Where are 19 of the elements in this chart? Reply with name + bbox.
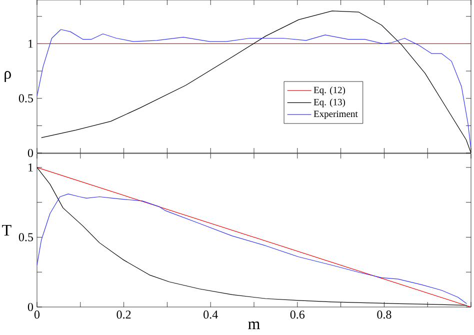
x-tick-label: 0.6 bbox=[290, 310, 305, 319]
y-tick-label: 0.5 bbox=[18, 94, 34, 102]
line-series bbox=[37, 29, 472, 150]
x-tick-label: 0.8 bbox=[377, 310, 392, 319]
y-tick-label: 0 bbox=[28, 302, 34, 312]
x-tick-label: 0.2 bbox=[116, 310, 131, 319]
x-axis-title: m bbox=[248, 322, 260, 330]
x-tick-label: 0.4 bbox=[204, 310, 218, 319]
y-tick-label: 1 bbox=[28, 40, 33, 48]
legend-label: Eq. (12) bbox=[314, 86, 346, 96]
y-tick-label: 0.5 bbox=[18, 233, 34, 242]
y-axis-title: T bbox=[2, 225, 12, 236]
y-tick-label: 0 bbox=[28, 148, 34, 158]
legend-label: Experiment bbox=[314, 110, 358, 120]
y-axis-title: ρ bbox=[4, 71, 11, 82]
x-tick-label: 0 bbox=[34, 310, 40, 319]
line-series bbox=[37, 194, 467, 304]
legend-label: Eq. (13) bbox=[314, 98, 346, 108]
y-tick-label: 1 bbox=[28, 163, 33, 172]
